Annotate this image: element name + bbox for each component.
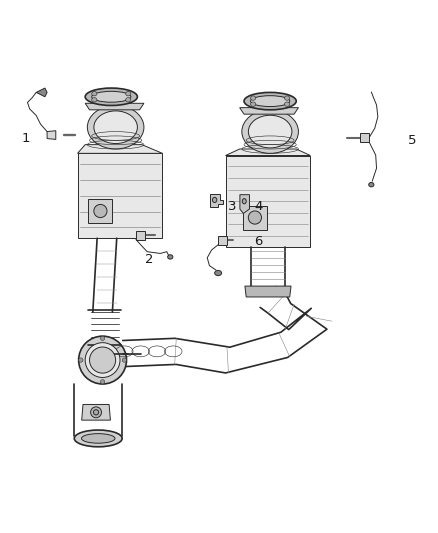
Ellipse shape [74,430,122,447]
Polygon shape [226,156,311,247]
Ellipse shape [89,347,116,373]
Ellipse shape [285,102,290,107]
Polygon shape [78,144,162,154]
Ellipse shape [242,110,298,154]
Text: 6: 6 [254,235,262,248]
Polygon shape [78,154,162,238]
Polygon shape [88,199,113,223]
Ellipse shape [251,96,256,100]
Text: 1: 1 [21,132,30,144]
Ellipse shape [79,336,127,384]
Polygon shape [210,194,223,207]
Text: 5: 5 [408,134,417,147]
Text: 4: 4 [254,200,262,213]
Polygon shape [226,149,311,156]
Ellipse shape [85,88,138,106]
Polygon shape [360,133,369,142]
Ellipse shape [126,92,131,96]
Ellipse shape [215,270,222,276]
Ellipse shape [251,102,256,107]
Ellipse shape [100,336,105,341]
Polygon shape [245,286,291,297]
Ellipse shape [248,211,261,224]
Ellipse shape [94,111,138,143]
Ellipse shape [285,96,290,100]
Ellipse shape [369,182,374,187]
Ellipse shape [81,434,115,443]
Polygon shape [85,103,144,110]
Ellipse shape [242,199,246,204]
Polygon shape [243,206,267,230]
Text: 3: 3 [228,200,237,213]
Ellipse shape [94,205,107,217]
Polygon shape [36,88,47,97]
Ellipse shape [248,115,292,148]
Ellipse shape [251,96,290,107]
Ellipse shape [79,358,83,362]
Polygon shape [136,231,145,239]
Ellipse shape [212,197,217,203]
Ellipse shape [92,92,97,96]
Ellipse shape [91,407,102,418]
Polygon shape [240,195,250,213]
Ellipse shape [100,379,105,384]
Polygon shape [82,405,110,420]
Ellipse shape [244,92,296,110]
Polygon shape [240,108,298,114]
Ellipse shape [85,343,120,377]
Ellipse shape [126,98,131,102]
Ellipse shape [168,255,173,259]
Text: 2: 2 [145,254,154,266]
Ellipse shape [92,98,97,102]
Ellipse shape [87,106,144,149]
Ellipse shape [93,410,99,415]
Ellipse shape [122,358,127,362]
Polygon shape [218,236,227,245]
Polygon shape [47,131,56,140]
Ellipse shape [92,91,131,102]
